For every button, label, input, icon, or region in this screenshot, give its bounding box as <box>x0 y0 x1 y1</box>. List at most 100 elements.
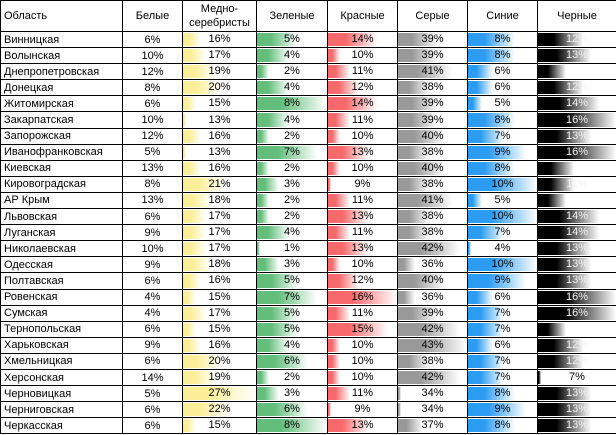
green-data-bar <box>257 274 299 288</box>
cell-value: 2% <box>284 161 300 174</box>
red-data-bar <box>328 242 369 256</box>
red-data-bar <box>328 387 350 401</box>
value-cell-black: 7% <box>537 368 616 387</box>
value-cell-black <box>537 63 616 81</box>
cell-value: 16% <box>208 274 231 287</box>
cell-value: 16% <box>565 290 589 303</box>
red-data-bar <box>328 322 388 336</box>
value-cell-white: 12% <box>122 63 183 81</box>
blue-data-bar <box>468 242 471 256</box>
table-row: Закарпатская 10% 13% 4% 11% 39% 8% 16% <box>0 111 616 129</box>
copper-data-bar <box>183 387 256 401</box>
value-cell-green: 8% <box>256 95 328 113</box>
value-cell-red: 9% <box>327 401 398 419</box>
cell-value: 38% <box>421 177 444 190</box>
cell-value: 38% <box>421 354 444 367</box>
value-cell-copper: 20% <box>182 352 257 370</box>
green-data-bar <box>257 49 289 63</box>
value-cell-green: 3% <box>256 256 328 274</box>
red-data-bar <box>328 81 360 95</box>
copper-data-bar <box>183 306 206 320</box>
cell-value: 13% <box>565 274 589 287</box>
table-row: Черновицкая 5% 27% 3% 11% 34% 8% 13% <box>0 385 616 403</box>
column-header-region: Область <box>0 0 123 32</box>
cell-value: 12% <box>565 338 589 351</box>
black-data-bar <box>538 210 600 224</box>
value-cell-blue: 9% <box>467 143 538 161</box>
value-cell-green: 3% <box>256 175 328 193</box>
red-data-bar <box>328 226 350 240</box>
cell-value: 41% <box>421 193 444 206</box>
cell-value: 13% <box>351 242 374 255</box>
copper-data-bar <box>183 129 201 143</box>
blue-data-bar <box>468 97 482 111</box>
table-row: Луганская 9% 17% 4% 11% 38% 7% 14% <box>0 224 616 242</box>
cell-value: 34% <box>421 387 444 400</box>
blue-data-bar <box>468 258 537 272</box>
cell-value: 9% <box>494 274 511 287</box>
blue-data-bar <box>468 81 493 95</box>
region-name-cell: Полтавская <box>0 272 123 290</box>
value-cell-blue: 10% <box>467 175 538 193</box>
cell-value: 13% <box>208 113 231 126</box>
green-data-bar <box>257 258 279 272</box>
cell-value: 10% <box>351 354 374 367</box>
cell-value: 40% <box>421 274 444 287</box>
red-data-bar <box>328 65 350 79</box>
grey-data-bar <box>398 161 445 175</box>
blue-data-bar <box>468 65 493 79</box>
copper-data-bar <box>183 354 221 368</box>
value-cell-black: 16% <box>537 111 616 129</box>
value-cell-grey: 39% <box>397 95 468 113</box>
red-data-bar <box>328 113 350 127</box>
value-cell-blue: 9% <box>467 272 538 290</box>
value-cell-black: 13% <box>537 401 616 419</box>
blue-data-bar <box>468 274 526 288</box>
value-cell-red: 10% <box>327 336 398 354</box>
copper-data-bar <box>183 419 196 433</box>
cell-value: 10% <box>491 210 514 223</box>
value-cell-white: 13% <box>122 159 183 177</box>
value-cell-copper: 17% <box>182 304 257 322</box>
copper-data-bar <box>183 65 216 79</box>
value-cell-grey: 39% <box>397 304 468 322</box>
value-cell-grey: 38% <box>397 175 468 193</box>
black-data-bar <box>538 129 592 143</box>
cell-value: 20% <box>208 354 231 367</box>
copper-data-bar <box>183 81 221 95</box>
value-cell-red: 14% <box>327 30 398 49</box>
value-cell-grey: 38% <box>397 143 468 161</box>
red-data-bar <box>328 145 369 159</box>
region-name-cell: Тернопольская <box>0 320 123 338</box>
value-cell-copper: 15% <box>182 417 257 435</box>
black-data-bar <box>538 81 583 95</box>
value-cell-grey: 38% <box>397 208 468 226</box>
value-cell-green: 2% <box>256 63 328 81</box>
cell-value: 22% <box>208 403 231 416</box>
value-cell-blue: 8% <box>467 385 538 403</box>
region-name-cell: Сумская <box>0 304 123 322</box>
copper-data-bar <box>183 274 201 288</box>
value-cell-white: 6% <box>122 352 183 370</box>
value-cell-blue: 5% <box>467 95 538 113</box>
blue-data-bar <box>468 161 515 175</box>
value-cell-copper: 21% <box>182 175 257 193</box>
grey-data-bar <box>398 419 423 433</box>
green-data-bar <box>257 193 270 208</box>
cell-value: 39% <box>421 49 444 62</box>
cell-value: 7% <box>569 371 585 384</box>
blue-data-bar <box>468 354 504 368</box>
red-data-bar <box>328 419 369 433</box>
column-header-white: Белые <box>122 0 183 32</box>
grey-data-bar <box>398 290 416 304</box>
region-name-cell: Черкасская <box>0 417 123 435</box>
copper-data-bar <box>183 338 201 352</box>
red-data-bar <box>328 403 331 417</box>
value-cell-red: 9% <box>327 175 398 193</box>
grey-data-bar <box>398 65 453 79</box>
value-cell-blue: 8% <box>467 47 538 65</box>
red-data-bar <box>328 177 331 191</box>
grey-data-bar <box>398 129 445 143</box>
value-cell-black: 13% <box>537 127 616 145</box>
value-cell-black: 13% <box>537 272 616 290</box>
